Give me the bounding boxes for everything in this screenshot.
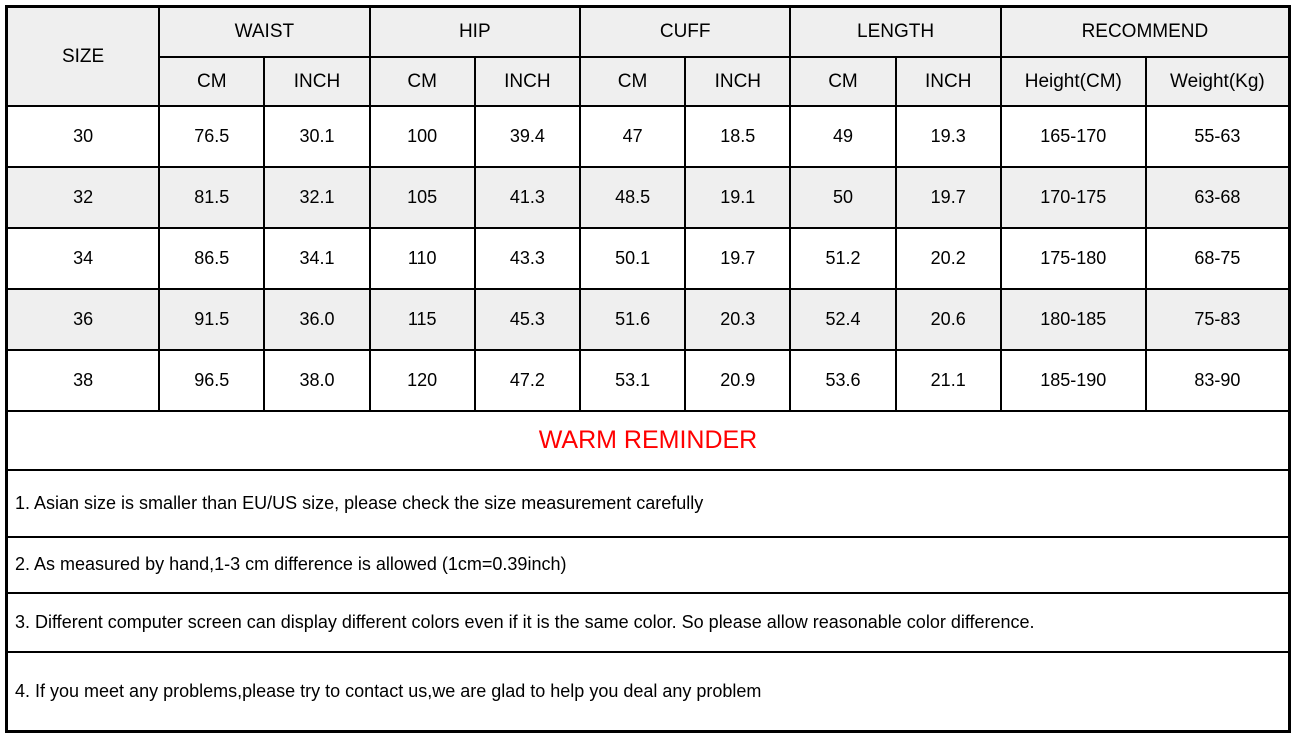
column-header-hip-inch: INCH bbox=[473, 56, 581, 107]
cell-size: 38 bbox=[5, 348, 161, 412]
cell-length-cm: 50 bbox=[789, 165, 897, 229]
cell-waist-cm: 91.5 bbox=[158, 287, 266, 351]
note-text-4: 4. If you meet any problems,please try t… bbox=[5, 651, 1291, 733]
cell-waist-inch: 32.1 bbox=[263, 165, 371, 229]
column-header-size: SIZE bbox=[5, 5, 161, 107]
cell-waist-cm: 96.5 bbox=[158, 348, 266, 412]
cell-hip-inch: 41.3 bbox=[473, 165, 581, 229]
cell-length-inch: 19.7 bbox=[894, 165, 1002, 229]
note-row: 4. If you meet any problems,please try t… bbox=[5, 651, 1291, 733]
cell-cuff-cm: 47 bbox=[578, 105, 687, 168]
cell-length-cm: 51.2 bbox=[789, 226, 897, 290]
cell-length-cm: 52.4 bbox=[789, 287, 897, 351]
cell-length-inch: 20.2 bbox=[894, 226, 1002, 290]
cell-waist-cm: 76.5 bbox=[158, 105, 266, 168]
note-row: 3. Different computer screen can display… bbox=[5, 592, 1291, 654]
cell-waist-cm: 81.5 bbox=[158, 165, 266, 229]
column-header-waist-cm: CM bbox=[158, 56, 266, 107]
warm-reminder-title: WARM REMINDER bbox=[5, 409, 1291, 471]
cell-cuff-inch: 19.7 bbox=[684, 226, 792, 290]
cell-hip-cm: 110 bbox=[368, 226, 476, 290]
cell-hip-inch: 45.3 bbox=[473, 287, 581, 351]
note-row: 1. Asian size is smaller than EU/US size… bbox=[5, 468, 1291, 538]
cell-length-cm: 53.6 bbox=[789, 348, 897, 412]
cell-cuff-cm: 53.1 bbox=[578, 348, 687, 412]
note-text-1: 1. Asian size is smaller than EU/US size… bbox=[5, 468, 1291, 538]
column-header-cuff-inch: INCH bbox=[684, 56, 792, 107]
column-header-length-inch: INCH bbox=[894, 56, 1002, 107]
cell-height: 165-170 bbox=[999, 105, 1147, 168]
cell-cuff-inch: 18.5 bbox=[684, 105, 792, 168]
cell-waist-inch: 30.1 bbox=[263, 105, 371, 168]
table-row-size-32: 32 81.5 32.1 105 41.3 48.5 19.1 50 19.7 … bbox=[5, 165, 1291, 229]
cell-height: 175-180 bbox=[999, 226, 1147, 290]
column-header-height-cm: Height(CM) bbox=[999, 56, 1147, 107]
cell-cuff-inch: 19.1 bbox=[684, 165, 792, 229]
column-group-recommend: RECOMMEND bbox=[999, 5, 1291, 59]
column-header-weight-kg: Weight(Kg) bbox=[1144, 56, 1291, 107]
cell-weight: 55-63 bbox=[1144, 105, 1291, 168]
cell-cuff-inch: 20.9 bbox=[684, 348, 792, 412]
cell-waist-inch: 34.1 bbox=[263, 226, 371, 290]
cell-height: 185-190 bbox=[999, 348, 1147, 412]
note-text-2: 2. As measured by hand,1-3 cm difference… bbox=[5, 535, 1291, 595]
note-row: 2. As measured by hand,1-3 cm difference… bbox=[5, 535, 1291, 595]
cell-length-cm: 49 bbox=[789, 105, 897, 168]
header-group-row: SIZE WAIST HIP CUFF LENGTH RECOMMEND bbox=[5, 5, 1291, 107]
cell-cuff-cm: 50.1 bbox=[578, 226, 687, 290]
cell-cuff-cm: 48.5 bbox=[578, 165, 687, 229]
column-group-hip: HIP bbox=[368, 5, 581, 59]
cell-hip-inch: 39.4 bbox=[473, 105, 581, 168]
note-text-3: 3. Different computer screen can display… bbox=[5, 592, 1291, 654]
cell-length-inch: 21.1 bbox=[894, 348, 1002, 412]
column-group-cuff: CUFF bbox=[578, 5, 792, 59]
cell-waist-cm: 86.5 bbox=[158, 226, 266, 290]
column-group-waist: WAIST bbox=[158, 5, 371, 59]
cell-weight: 63-68 bbox=[1144, 165, 1291, 229]
cell-size: 36 bbox=[5, 287, 161, 351]
table-row-size-36: 36 91.5 36.0 115 45.3 51.6 20.3 52.4 20.… bbox=[5, 287, 1291, 351]
size-chart-table: SIZE WAIST HIP CUFF LENGTH RECOMMEND CM … bbox=[5, 5, 1291, 733]
cell-cuff-inch: 20.3 bbox=[684, 287, 792, 351]
cell-height: 170-175 bbox=[999, 165, 1147, 229]
column-header-waist-inch: INCH bbox=[263, 56, 371, 107]
cell-hip-cm: 105 bbox=[368, 165, 476, 229]
cell-weight: 75-83 bbox=[1144, 287, 1291, 351]
warm-reminder-row: WARM REMINDER bbox=[5, 409, 1291, 471]
cell-height: 180-185 bbox=[999, 287, 1147, 351]
cell-hip-cm: 120 bbox=[368, 348, 476, 412]
cell-waist-inch: 38.0 bbox=[263, 348, 371, 412]
cell-waist-inch: 36.0 bbox=[263, 287, 371, 351]
cell-hip-cm: 115 bbox=[368, 287, 476, 351]
cell-size: 34 bbox=[5, 226, 161, 290]
cell-cuff-cm: 51.6 bbox=[578, 287, 687, 351]
cell-hip-cm: 100 bbox=[368, 105, 476, 168]
cell-hip-inch: 47.2 bbox=[473, 348, 581, 412]
cell-length-inch: 20.6 bbox=[894, 287, 1002, 351]
cell-weight: 68-75 bbox=[1144, 226, 1291, 290]
column-header-length-cm: CM bbox=[789, 56, 897, 107]
cell-size: 32 bbox=[5, 165, 161, 229]
table-row-size-30: 30 76.5 30.1 100 39.4 47 18.5 49 19.3 16… bbox=[5, 105, 1291, 168]
table-row-size-38: 38 96.5 38.0 120 47.2 53.1 20.9 53.6 21.… bbox=[5, 348, 1291, 412]
cell-weight: 83-90 bbox=[1144, 348, 1291, 412]
cell-length-inch: 19.3 bbox=[894, 105, 1002, 168]
cell-size: 30 bbox=[5, 105, 161, 168]
cell-hip-inch: 43.3 bbox=[473, 226, 581, 290]
column-group-length: LENGTH bbox=[789, 5, 1002, 59]
table-row-size-34: 34 86.5 34.1 110 43.3 50.1 19.7 51.2 20.… bbox=[5, 226, 1291, 290]
column-header-cuff-cm: CM bbox=[578, 56, 687, 107]
header-sub-row: CM INCH CM INCH CM INCH CM INCH Height(C… bbox=[7, 56, 1291, 107]
column-header-hip-cm: CM bbox=[368, 56, 476, 107]
